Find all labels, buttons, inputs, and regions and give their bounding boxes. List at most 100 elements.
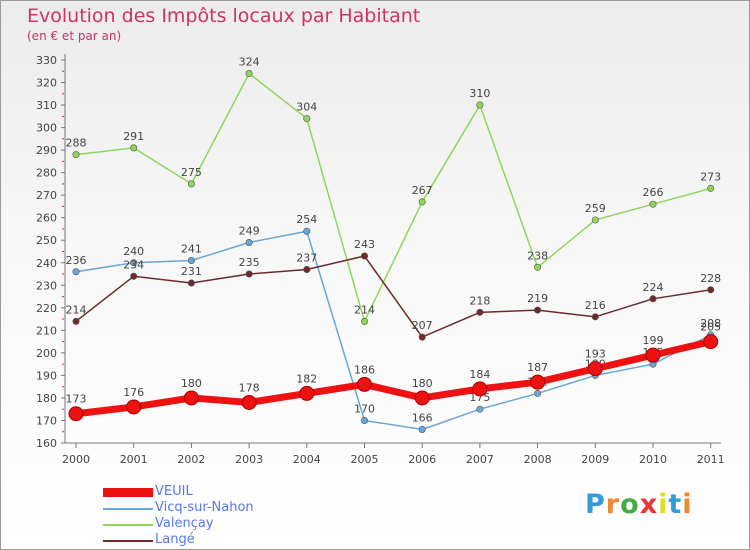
data-point [241,394,257,410]
legend-label: Vicq-sur-Nahon [155,500,254,515]
x-tick-label: 2004 [293,453,321,466]
x-tick-label: 2003 [235,453,263,466]
data-point [591,313,599,321]
logo-letter: i [682,489,693,520]
data-point [72,151,80,159]
legend-label: Langé [155,532,195,547]
data-label: 238 [527,249,548,262]
data-point [187,257,195,265]
x-tick-label: 2002 [177,453,205,466]
data-label: 243 [354,238,375,251]
data-point [649,200,657,208]
y-tick-label: 190 [36,369,57,382]
data-point [187,180,195,188]
data-point [303,227,311,235]
series-line [75,230,712,431]
data-label: 266 [643,186,664,199]
data-point [418,425,426,433]
data-label: 288 [66,137,87,150]
data-label: 218 [469,294,490,307]
y-tick-label: 200 [36,347,57,360]
data-label: 187 [527,361,548,374]
x-tick-label: 2009 [581,453,609,466]
y-tick-label: 300 [36,122,57,135]
data-label: 324 [239,56,260,69]
data-label: 175 [469,391,490,404]
data-point [130,272,138,280]
y-tick-label: 170 [36,414,57,427]
data-label: 207 [412,319,433,332]
data-point [414,390,430,406]
y-tick-label: 310 [36,99,57,112]
data-point [72,268,80,276]
y-tick-label: 320 [36,77,57,90]
data-label: 193 [585,348,606,361]
data-label: 228 [700,272,721,285]
x-tick-label: 2000 [62,453,90,466]
data-label: 186 [354,363,375,376]
logo-letter: P [585,489,606,520]
data-label: 241 [181,243,202,256]
series-line [75,255,711,338]
y-tick-label: 230 [36,279,57,292]
data-label: 214 [66,303,87,316]
data-label: 275 [181,166,202,179]
y-tick-label: 250 [36,234,57,247]
data-label: 176 [123,386,144,399]
x-tick-label: 2010 [639,453,667,466]
data-point [703,334,719,350]
data-point [360,416,368,424]
data-point [476,405,484,413]
data-point [707,184,715,192]
data-point [299,385,315,401]
data-label: 199 [643,334,664,347]
data-point [303,266,311,274]
logo-letter: x [639,489,659,520]
y-tick-label: 330 [36,54,57,67]
data-point [649,295,657,303]
data-point [187,279,195,287]
data-point [245,270,253,278]
data-point [418,198,426,206]
legend-swatch [103,488,153,497]
x-tick-label: 2005 [351,453,379,466]
data-label: 237 [296,252,317,265]
data-point [645,347,661,363]
data-label: 291 [123,130,144,143]
logo-letter: i [658,489,669,520]
data-label: 234 [123,258,144,271]
data-point [183,390,199,406]
data-label: 231 [181,265,202,278]
data-point [130,259,138,267]
data-point [245,238,253,246]
data-label: 182 [296,372,317,385]
data-label: 173 [66,393,87,406]
logo-letter: r [605,489,621,520]
data-label: 310 [469,87,490,100]
data-point [534,306,542,314]
data-label: 235 [239,256,260,269]
y-tick-label: 210 [36,324,57,337]
data-point [126,399,142,415]
y-tick-label: 180 [36,392,57,405]
chart-subtitle: (en € et par an) [27,29,122,43]
data-label: 214 [354,303,375,316]
x-tick-label: 2008 [524,453,552,466]
data-point [534,389,542,397]
x-tick-label: 2011 [697,453,725,466]
proxiti-logo: Proxiti [585,489,693,520]
data-label: 304 [296,101,317,114]
logo-letter: o [620,489,640,520]
y-tick-label: 240 [36,257,57,270]
y-tick-label: 260 [36,212,57,225]
data-label: 236 [66,254,87,267]
y-tick-label: 280 [36,167,57,180]
data-point [534,263,542,271]
data-label: 240 [123,245,144,258]
logo-letter: t [668,489,683,520]
y-tick-label: 220 [36,302,57,315]
data-point [360,252,368,260]
data-label: 224 [643,281,664,294]
x-tick-label: 2006 [408,453,436,466]
data-point [472,381,488,397]
